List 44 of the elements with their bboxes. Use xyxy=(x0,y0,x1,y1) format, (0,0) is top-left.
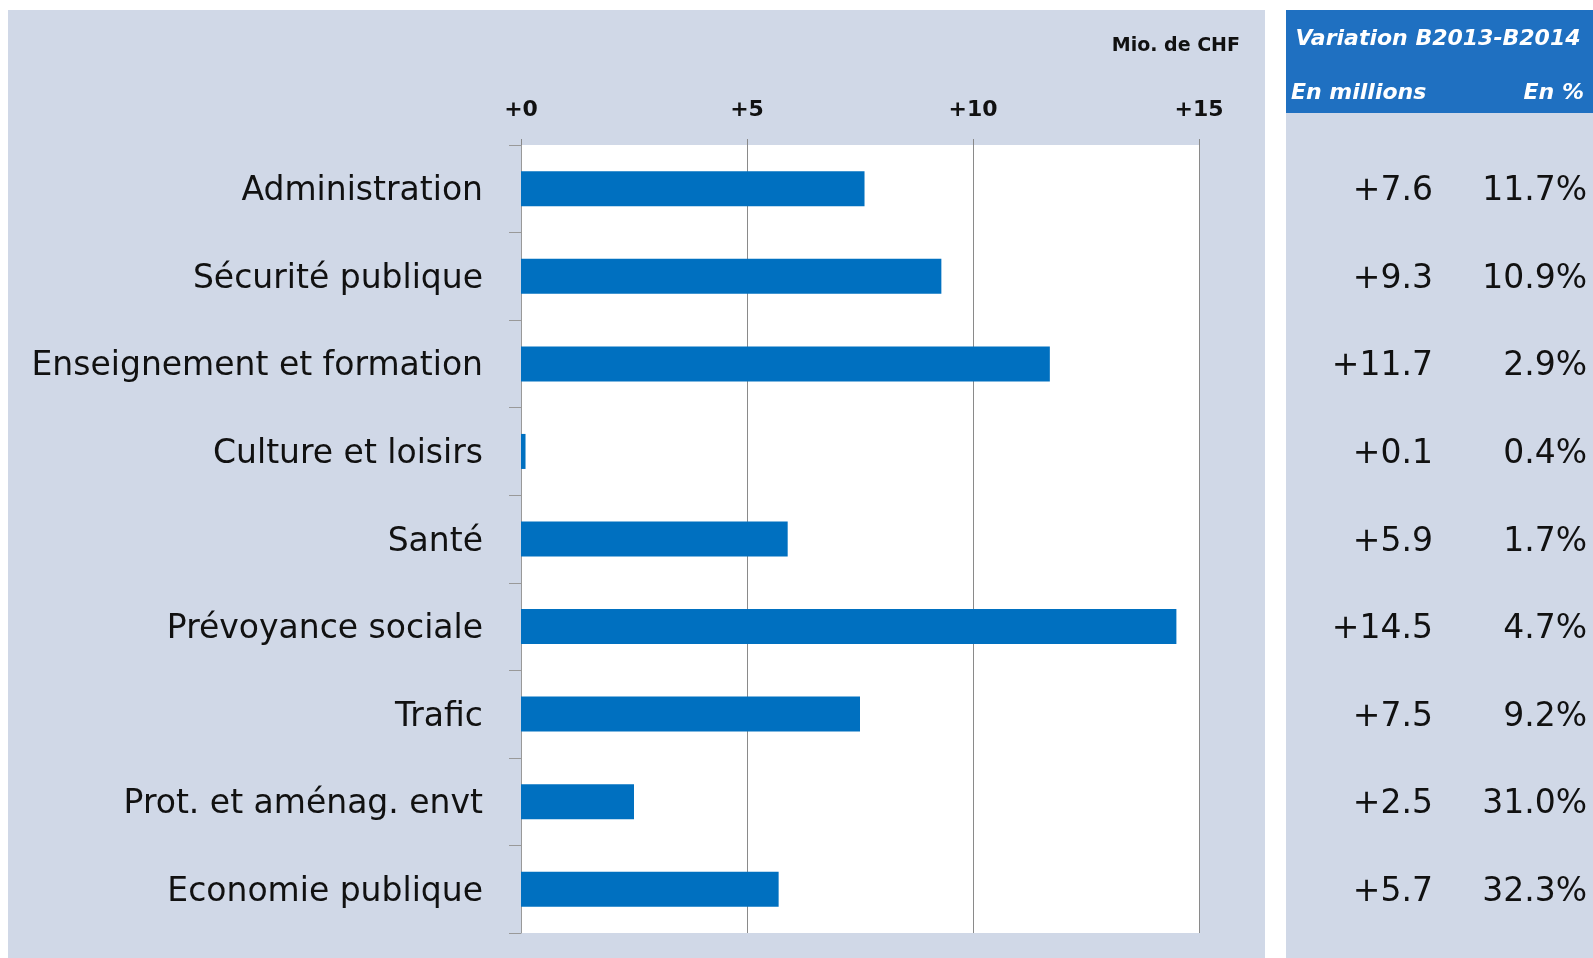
y-tick-label: Administration xyxy=(241,169,483,209)
x-tick-label: +5 xyxy=(730,95,764,121)
text: En % xyxy=(1523,78,1584,104)
bar xyxy=(521,258,942,294)
data-label: +7.5 xyxy=(1352,694,1433,734)
bar xyxy=(521,609,1177,645)
x-axis-title: Mio. de CHF xyxy=(1111,33,1240,55)
y-tick-label: Enseignement et formation xyxy=(31,344,483,384)
text: 0.4% xyxy=(1503,431,1587,471)
text: Variation B2013-B2014 xyxy=(1295,24,1581,50)
bar xyxy=(521,696,860,732)
text: 10.9% xyxy=(1482,256,1587,296)
y-tick-label: Economie publique xyxy=(167,869,483,909)
y-tick-label: Santé xyxy=(387,519,483,559)
bar xyxy=(521,784,634,820)
text: 2.9% xyxy=(1503,344,1587,384)
bar xyxy=(521,433,526,469)
x-tick-label: +10 xyxy=(948,95,998,121)
y-tick-label: Sécurité publique xyxy=(192,256,483,296)
text: 11.7% xyxy=(1482,169,1587,209)
bar xyxy=(521,171,865,207)
x-tick-label: +15 xyxy=(1174,95,1224,121)
data-label: +11.7 xyxy=(1331,344,1433,384)
y-tick-label: Prot. et aménag. envt xyxy=(123,782,484,822)
bar xyxy=(521,346,1050,382)
y-tick-label: Prévoyance sociale xyxy=(166,607,483,647)
y-tick-label: Trafic xyxy=(393,694,483,734)
text: En millions xyxy=(1291,78,1427,104)
bar xyxy=(521,871,779,907)
data-label: +0.1 xyxy=(1352,431,1433,471)
text: 32.3% xyxy=(1482,869,1587,909)
x-tick-label: +0 xyxy=(504,95,538,121)
text: 4.7% xyxy=(1503,607,1587,647)
text: 9.2% xyxy=(1503,694,1587,734)
bar xyxy=(521,521,788,557)
text: 31.0% xyxy=(1482,782,1587,822)
data-label: +7.6 xyxy=(1352,169,1433,209)
data-label: +5.9 xyxy=(1352,519,1433,559)
data-label: +2.5 xyxy=(1352,782,1433,822)
data-label: +5.7 xyxy=(1352,869,1433,909)
data-label: +14.5 xyxy=(1331,607,1433,647)
data-label: +9.3 xyxy=(1352,256,1433,296)
text: 1.7% xyxy=(1503,519,1587,559)
y-tick-label: Culture et loisirs xyxy=(213,431,483,471)
